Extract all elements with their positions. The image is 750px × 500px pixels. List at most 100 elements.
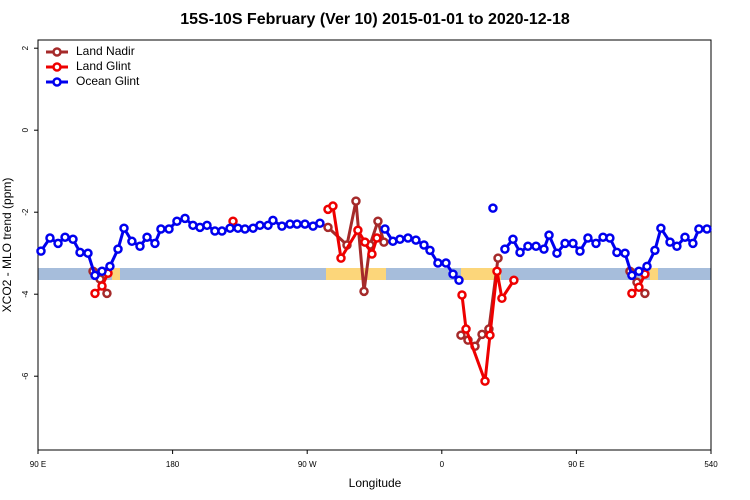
x-tick-label: 0 xyxy=(440,460,445,469)
point xyxy=(359,286,369,297)
point xyxy=(492,266,502,276)
point xyxy=(640,288,650,299)
point xyxy=(75,247,85,258)
point xyxy=(135,241,145,251)
y-tick-label: -6 xyxy=(21,372,30,380)
point xyxy=(300,219,310,229)
legend-marker xyxy=(52,62,62,72)
point xyxy=(202,220,212,231)
point xyxy=(456,330,466,340)
point xyxy=(172,216,182,226)
point xyxy=(500,244,510,254)
legend-label: Ocean Glint xyxy=(76,74,140,88)
point xyxy=(379,237,389,247)
point xyxy=(441,258,451,268)
point xyxy=(240,224,250,234)
point xyxy=(688,238,698,249)
point xyxy=(605,233,615,243)
x-tick-label: 90 W xyxy=(298,460,317,469)
point xyxy=(373,216,383,226)
point xyxy=(225,223,235,233)
point xyxy=(583,233,593,243)
point xyxy=(150,238,160,249)
point xyxy=(336,253,346,263)
point xyxy=(255,220,265,231)
point xyxy=(268,215,278,226)
point xyxy=(488,203,498,213)
point xyxy=(180,213,190,224)
point xyxy=(403,233,413,243)
point xyxy=(627,270,637,281)
point xyxy=(560,238,570,249)
point xyxy=(591,238,601,249)
point xyxy=(509,275,519,286)
point xyxy=(531,241,541,251)
point xyxy=(425,245,435,256)
point xyxy=(650,245,660,256)
point xyxy=(292,219,302,229)
point xyxy=(497,293,507,304)
x-tick-label: 180 xyxy=(166,460,180,469)
y-tick-label: -4 xyxy=(21,290,30,298)
point xyxy=(142,232,152,242)
point xyxy=(480,376,490,386)
point xyxy=(544,230,554,240)
point xyxy=(367,249,377,259)
point xyxy=(105,261,115,272)
point xyxy=(60,232,70,242)
point xyxy=(433,258,443,268)
point xyxy=(612,247,622,258)
point xyxy=(97,266,107,276)
point xyxy=(90,270,100,281)
land-band xyxy=(461,268,501,280)
point xyxy=(448,269,458,279)
point xyxy=(53,238,63,249)
point xyxy=(127,236,137,247)
point xyxy=(119,223,129,233)
legend-marker xyxy=(52,77,62,87)
point xyxy=(90,288,100,299)
point xyxy=(102,288,112,299)
point xyxy=(277,221,287,231)
point xyxy=(372,233,382,243)
point xyxy=(323,222,333,233)
point xyxy=(568,238,578,249)
series-line xyxy=(93,203,647,382)
point xyxy=(665,237,675,247)
point xyxy=(419,240,429,250)
point xyxy=(477,329,487,340)
point xyxy=(164,224,174,234)
point xyxy=(328,201,338,211)
land-band xyxy=(326,268,386,280)
y-tick-label: 0 xyxy=(21,127,30,132)
legend-label: Land Glint xyxy=(76,59,131,73)
point xyxy=(36,246,46,256)
point xyxy=(627,288,637,299)
point xyxy=(457,290,467,300)
point xyxy=(45,233,55,243)
point xyxy=(485,330,495,340)
point xyxy=(68,234,78,245)
x-tick-label: 90 E xyxy=(30,460,46,469)
point xyxy=(156,224,166,234)
point xyxy=(315,218,325,229)
point xyxy=(508,234,518,245)
point xyxy=(656,223,666,233)
point xyxy=(411,235,421,245)
point xyxy=(552,248,562,258)
plot-frame xyxy=(37,39,712,451)
point xyxy=(702,224,712,234)
x-tick-label: 540 xyxy=(704,460,718,469)
y-tick-label: -2 xyxy=(21,208,30,216)
x-axis-label: Longitude xyxy=(349,476,402,490)
point xyxy=(461,324,471,334)
legend-label: Land Nadir xyxy=(76,44,135,58)
point xyxy=(353,225,363,235)
point xyxy=(620,248,630,258)
point xyxy=(493,253,503,263)
point xyxy=(217,226,227,236)
point xyxy=(83,248,93,258)
point xyxy=(523,241,533,251)
point xyxy=(113,244,123,254)
